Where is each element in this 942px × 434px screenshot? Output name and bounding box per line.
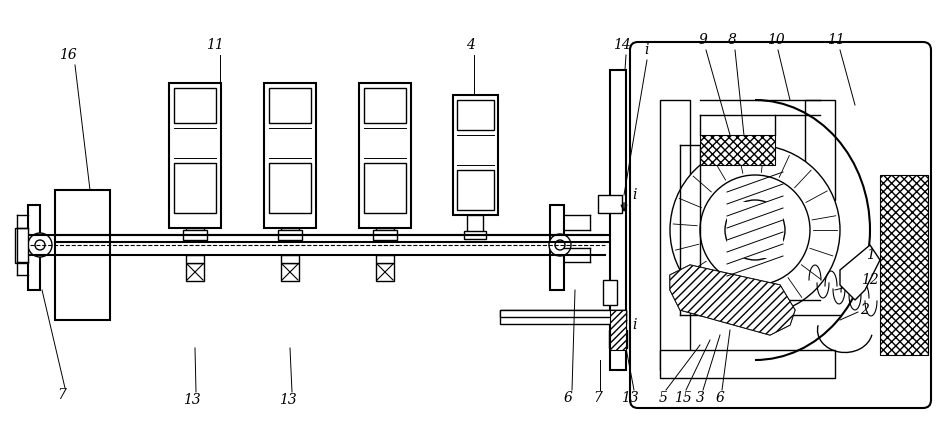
Bar <box>359 83 411 228</box>
Bar <box>186 263 204 281</box>
Circle shape <box>725 200 785 260</box>
Text: 1: 1 <box>866 248 874 262</box>
Text: 14: 14 <box>613 38 631 52</box>
Bar <box>281 255 299 263</box>
Bar <box>457 170 494 210</box>
Circle shape <box>28 233 52 257</box>
Text: 2: 2 <box>861 303 869 317</box>
Circle shape <box>555 240 565 250</box>
Bar <box>174 88 216 123</box>
Bar <box>609 330 627 348</box>
Text: 15: 15 <box>674 391 691 405</box>
Text: 3: 3 <box>695 391 705 405</box>
Bar <box>453 95 498 215</box>
Bar <box>373 230 397 240</box>
Text: 9: 9 <box>699 33 707 47</box>
Bar <box>805 100 835 200</box>
Bar <box>376 255 394 263</box>
Bar <box>550 205 564 290</box>
Text: i: i <box>644 43 649 57</box>
Bar <box>264 83 316 228</box>
Bar <box>183 230 207 240</box>
Bar <box>700 135 775 165</box>
Bar <box>598 195 622 213</box>
Text: 11: 11 <box>206 38 224 52</box>
Text: 13: 13 <box>183 393 201 407</box>
Circle shape <box>549 234 571 256</box>
Polygon shape <box>840 245 880 300</box>
Circle shape <box>670 145 840 315</box>
Text: 7: 7 <box>57 388 67 402</box>
Text: i: i <box>633 318 637 332</box>
Bar <box>269 163 311 213</box>
Bar <box>169 83 221 228</box>
Text: i: i <box>633 188 637 202</box>
Text: 13: 13 <box>621 391 639 405</box>
Polygon shape <box>670 265 795 335</box>
Bar <box>610 70 626 370</box>
Bar <box>186 228 204 235</box>
Text: 5: 5 <box>658 391 668 405</box>
Text: 10: 10 <box>767 33 785 47</box>
Bar <box>186 255 204 263</box>
Text: 6: 6 <box>563 391 573 405</box>
Circle shape <box>700 175 810 285</box>
Bar <box>28 205 40 290</box>
Text: 7: 7 <box>593 391 603 405</box>
Bar <box>610 310 626 350</box>
Text: 12: 12 <box>861 273 879 287</box>
Polygon shape <box>670 265 795 335</box>
Bar <box>281 228 299 235</box>
Bar <box>364 88 406 123</box>
Text: 8: 8 <box>727 33 737 47</box>
Bar <box>500 310 626 324</box>
Bar <box>281 263 299 281</box>
Bar <box>660 100 690 370</box>
Bar <box>727 202 783 258</box>
Text: 11: 11 <box>827 33 845 47</box>
Circle shape <box>35 240 45 250</box>
Text: 16: 16 <box>59 48 77 62</box>
Text: 4: 4 <box>465 38 475 52</box>
Bar <box>278 230 302 240</box>
Bar <box>55 190 110 320</box>
Bar <box>376 263 394 281</box>
Bar <box>500 310 626 317</box>
Bar <box>15 228 28 263</box>
Bar <box>376 228 394 235</box>
Text: 6: 6 <box>716 391 724 405</box>
Text: 13: 13 <box>279 393 297 407</box>
Bar <box>603 280 617 305</box>
Bar <box>269 88 311 123</box>
Bar <box>880 175 928 355</box>
Bar <box>364 163 406 213</box>
Bar <box>467 215 483 235</box>
Bar <box>457 100 494 130</box>
Bar <box>174 163 216 213</box>
Bar <box>660 350 835 378</box>
FancyBboxPatch shape <box>630 42 931 408</box>
Bar <box>464 231 486 239</box>
